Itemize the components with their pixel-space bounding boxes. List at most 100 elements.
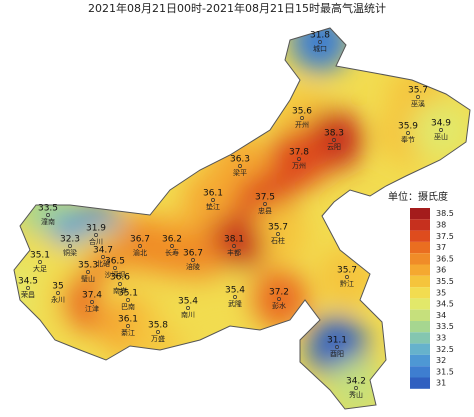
- legend-swatch: [410, 241, 430, 254]
- station-value: 35.7: [268, 223, 288, 233]
- station-dot: [332, 138, 336, 142]
- station-name: 丰都: [227, 248, 241, 257]
- station-dot: [170, 244, 174, 248]
- station-name: 江津: [85, 305, 99, 313]
- legend-swatch: [410, 354, 430, 367]
- station-value: 35.1: [118, 289, 138, 299]
- station-value: 36.6: [110, 273, 130, 283]
- legend-label: 32: [436, 356, 446, 365]
- station-name: 忠县: [258, 207, 272, 215]
- legend-label: 33.5: [436, 322, 454, 331]
- station-name: 酉阳: [330, 349, 344, 358]
- station-name: 垫江: [206, 202, 220, 211]
- station-dot: [354, 386, 358, 390]
- legend-label: 34.5: [436, 300, 454, 309]
- legend-swatch: [410, 219, 430, 231]
- station-value: 35.7: [337, 266, 357, 276]
- station-value: 36.3: [230, 155, 250, 165]
- legend-label: 31.5: [436, 367, 454, 376]
- station-name: 云阳: [327, 142, 341, 151]
- station-dot: [300, 116, 304, 120]
- station-dot: [233, 295, 237, 299]
- station-dot: [38, 260, 42, 264]
- station-value: 34.2: [346, 377, 366, 387]
- legend-swatch: [410, 264, 430, 276]
- legend-swatch: [410, 253, 430, 265]
- station-name: 沙坪坝: [105, 270, 126, 279]
- legend-swatch: [410, 230, 430, 242]
- station-dot: [118, 282, 122, 286]
- station-dot: [156, 330, 160, 334]
- station-name: 彭水: [272, 301, 286, 310]
- station-value: 37.8: [289, 148, 309, 158]
- legend-swatch: [410, 275, 430, 288]
- legend: 单位：摄氏度 38.5 38 37.5 37 36.5 36 35.5 35 34.5 34 33.…: [388, 190, 454, 389]
- station-value: 31.9: [86, 224, 106, 234]
- legend-swatch: [410, 298, 430, 310]
- station-value: 35.4: [225, 286, 245, 296]
- station-dot: [277, 297, 281, 301]
- station-name: 合川: [89, 237, 103, 246]
- temperature-blob: [158, 278, 218, 338]
- temperature-blob: [290, 28, 350, 72]
- station-dot: [297, 157, 301, 161]
- station-value: 35.7: [408, 86, 428, 96]
- station-value: 34.7: [93, 246, 113, 256]
- legend-label: 35.5: [436, 277, 454, 286]
- legend-swatch: [410, 321, 430, 333]
- station-name: 北碚: [96, 259, 110, 268]
- legend-label: 38.5: [436, 209, 454, 218]
- station-dot: [211, 198, 215, 202]
- legend-label: 38: [436, 220, 446, 229]
- station-name: 荣昌: [21, 290, 35, 299]
- station-name: 涪陵: [186, 262, 200, 271]
- station-name: 璧山: [81, 274, 95, 283]
- station-name: 秀山: [349, 390, 363, 399]
- station-name: 大足: [33, 264, 47, 273]
- station-dot: [126, 298, 130, 302]
- temperature-blob: [205, 267, 265, 327]
- station-dot: [439, 128, 443, 132]
- station-dot: [191, 258, 195, 262]
- station-dot: [138, 244, 142, 248]
- station-name: 黔江: [340, 279, 354, 288]
- station-name: 石柱: [271, 236, 285, 245]
- station-dot: [113, 266, 117, 270]
- station-name: 武隆: [228, 299, 242, 308]
- station-dot: [56, 291, 60, 295]
- legend-swatch: [410, 377, 430, 389]
- temperature-blob: [411, 100, 470, 160]
- station-value: 34.5: [18, 277, 38, 287]
- station-value: 37.4: [82, 291, 102, 301]
- station-value: 35.6: [292, 107, 312, 117]
- station-dot: [126, 324, 130, 328]
- station-dot: [68, 244, 72, 248]
- title: 2021年08月21日00时-2021年08月21日15时最高气温统计: [88, 1, 386, 15]
- legend-swatch: [410, 366, 430, 378]
- station-value: 34.9: [431, 119, 451, 129]
- legend-label: 36.5: [436, 254, 454, 263]
- station-name: 巴南: [121, 302, 135, 311]
- legend-label: 33: [436, 333, 446, 342]
- station-dot: [406, 131, 410, 135]
- station-name: 南川: [181, 310, 195, 319]
- station-dot: [318, 40, 322, 44]
- station-dot: [345, 275, 349, 279]
- temperature-blob: [326, 358, 386, 409]
- legend-label: 37: [436, 243, 446, 252]
- legend-title: 单位：摄氏度: [388, 190, 448, 203]
- station-name: 巫溪: [411, 99, 425, 108]
- station-value: 36.1: [118, 315, 138, 325]
- station-dot: [416, 95, 420, 99]
- station-value: 35.3: [78, 261, 98, 271]
- station-value: 35: [52, 282, 63, 292]
- stations: 31.8 城口 35.7 巫溪 35.6 开州 38.3 云阳 35.9 奉节 34.9 巫山 37.8…: [18, 31, 451, 400]
- station-name: 南岸: [113, 286, 127, 295]
- station-value: 38.3: [324, 129, 344, 139]
- legend-swatch: [410, 343, 430, 355]
- station-dot: [232, 244, 236, 248]
- station-dot: [335, 345, 339, 349]
- station-name: 长寿: [165, 248, 179, 257]
